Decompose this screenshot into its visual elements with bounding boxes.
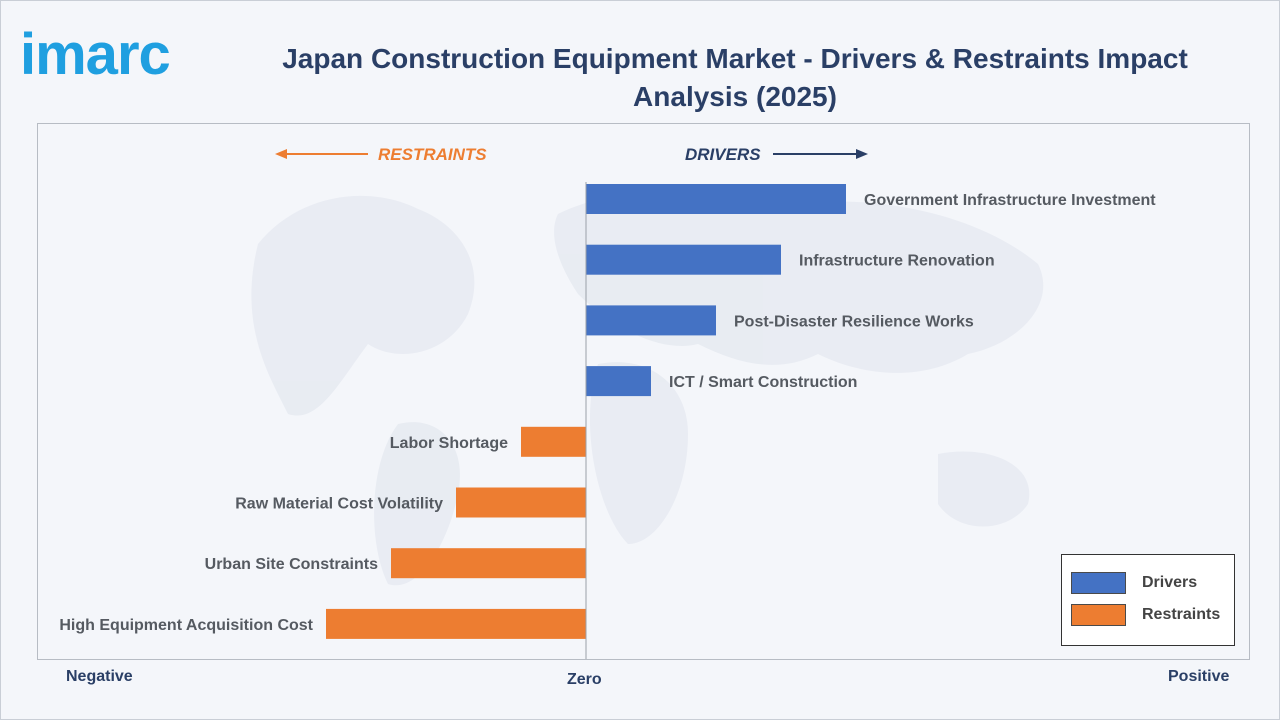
- restraints-arrow-head: [275, 149, 287, 159]
- bar-label-6: Urban Site Constraints: [205, 556, 378, 573]
- legend-label-restraints: Restraints: [1142, 606, 1221, 623]
- restraint-bar-6: [391, 548, 586, 579]
- restraint-bar-5: [456, 487, 586, 518]
- driver-bar-1: [586, 244, 781, 275]
- legend-swatch-restraints: [1071, 604, 1126, 626]
- restraint-bar-7: [326, 608, 586, 639]
- drivers-direction: DRIVERS: [685, 145, 868, 164]
- bar-label-5: Raw Material Cost Volatility: [235, 496, 443, 513]
- bar-label-7: High Equipment Acquisition Cost: [59, 617, 313, 634]
- chart-title: Japan Construction Equipment Market - Dr…: [282, 43, 1188, 112]
- chart-svg: Government Infrastructure Investment Infr…: [59, 145, 1156, 659]
- legend: Drivers Restraints: [1061, 554, 1235, 646]
- driver-bar-3: [586, 366, 651, 397]
- axis-zero-label: Zero: [567, 671, 602, 688]
- axis-negative-label: Negative: [66, 668, 133, 685]
- bar-label-1: Infrastructure Renovation: [799, 253, 995, 270]
- legend-item-restraints: Restraints: [1071, 603, 1220, 627]
- bar-labels-group: Government Infrastructure Investment Infr…: [59, 192, 1156, 634]
- bars-group: [326, 184, 846, 639]
- imarc-logo: imarc: [20, 22, 171, 87]
- driver-bar-0: [586, 184, 846, 214]
- bar-label-4: Labor Shortage: [390, 435, 508, 452]
- bar-label-2: Post-Disaster Resilience Works: [734, 313, 974, 330]
- legend-swatch-drivers: [1071, 572, 1126, 594]
- bar-label-0: Government Infrastructure Investment: [864, 192, 1156, 209]
- restraint-bar-4: [521, 426, 586, 457]
- drivers-heading: DRIVERS: [685, 145, 761, 164]
- legend-label-drivers: Drivers: [1142, 574, 1198, 591]
- plot-area: Government Infrastructure Investment Infr…: [37, 123, 1250, 660]
- logo-text: imarc: [20, 22, 170, 87]
- driver-bar-2: [586, 305, 716, 336]
- legend-item-drivers: Drivers: [1071, 571, 1197, 595]
- bar-label-3: ICT / Smart Construction: [669, 374, 857, 391]
- drivers-arrow-head: [856, 149, 868, 159]
- axis-positive-label: Positive: [1168, 668, 1230, 685]
- restraints-heading: RESTRAINTS: [378, 145, 487, 164]
- restraints-direction: RESTRAINTS: [275, 145, 487, 164]
